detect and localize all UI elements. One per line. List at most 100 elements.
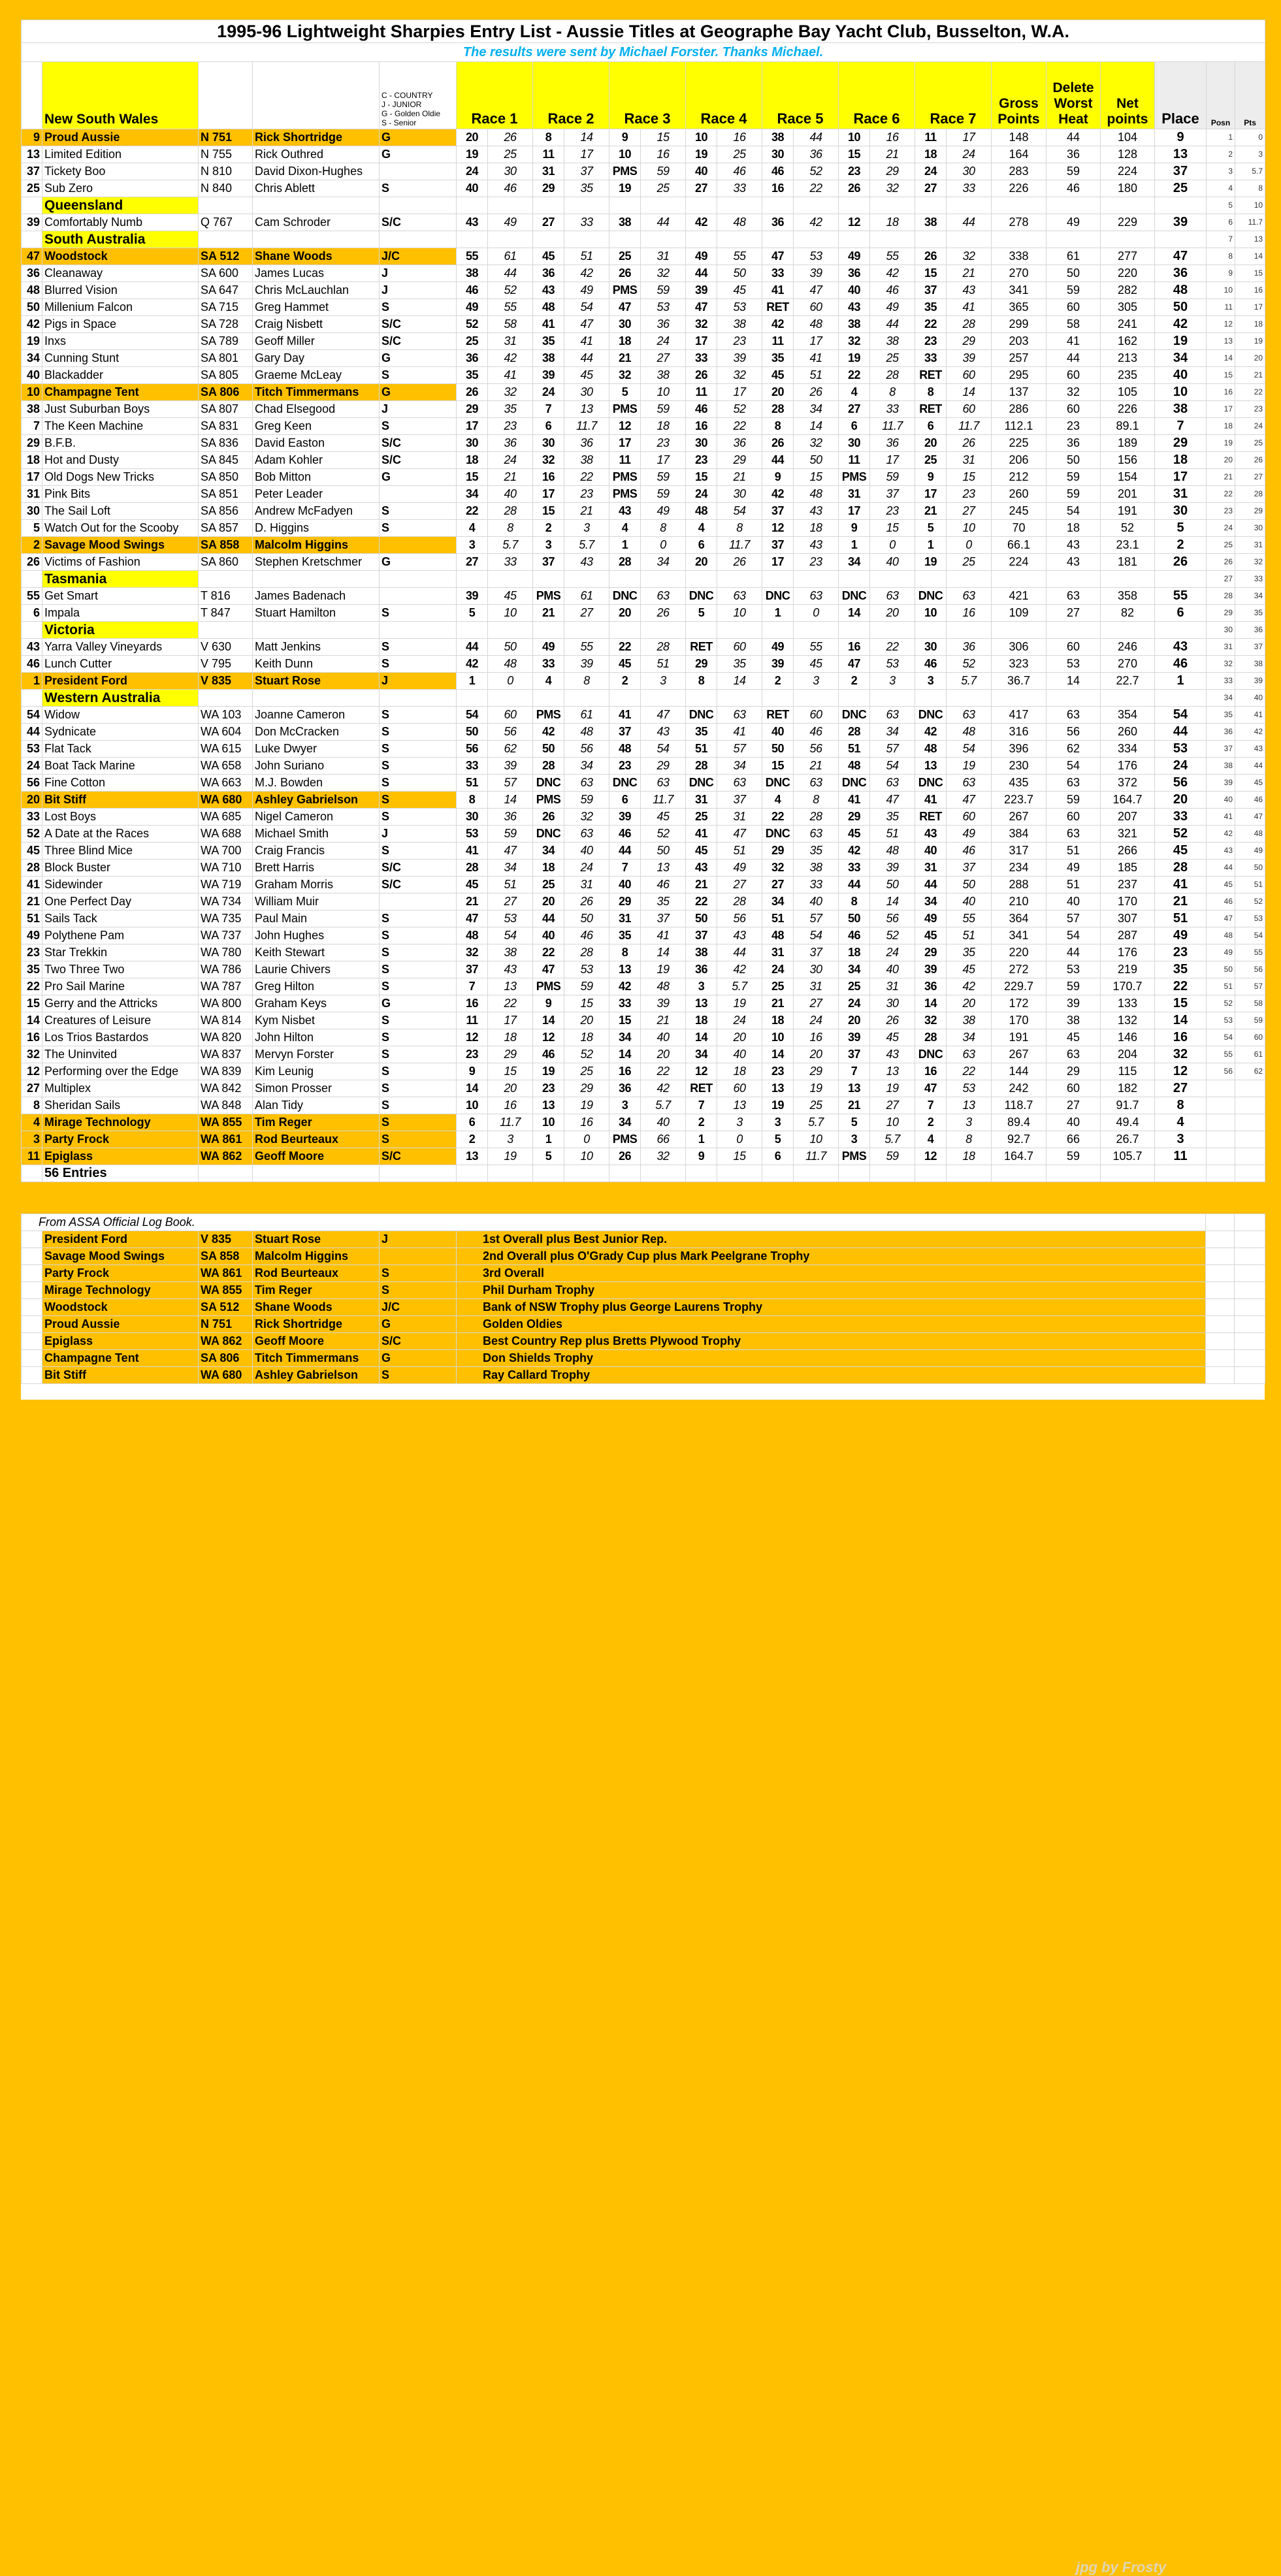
race-7-points-cell: 25 (946, 553, 992, 571)
race-2-place-cell: 25 (532, 876, 564, 894)
race-3-place-cell: 40 (609, 876, 641, 894)
posn-cell: 20 (1206, 451, 1235, 469)
gross-points-cell: 341 (991, 927, 1046, 944)
race-7-points-cell: 41 (946, 298, 992, 316)
race-7-place-cell: 24 (915, 163, 947, 180)
race-2-points-cell: 20 (564, 1012, 609, 1029)
race-3-points-cell: 53 (640, 298, 686, 316)
race-1-place-cell: 37 (456, 961, 488, 978)
race-1-points-cell: 50 (487, 638, 533, 656)
race-6-place-cell: 27 (838, 400, 870, 418)
race-5-place-cell: 14 (762, 1046, 794, 1063)
pts-cell: 57 (1234, 978, 1266, 995)
race-5-place-cell: 9 (762, 468, 794, 486)
award-description-cell: Ray Callard Trophy (455, 1366, 1207, 1384)
delete-worst-cell: 51 (1046, 842, 1101, 860)
race-5-points-cell: 37 (793, 944, 839, 961)
posn-cell: 17 (1206, 400, 1235, 418)
race-3-points-cell: 43 (640, 723, 686, 741)
award-skipper-cell: Tim Reger (252, 1281, 380, 1299)
race-6-points-cell: 34 (869, 723, 915, 741)
sail-number-cell: 41 (21, 876, 42, 894)
race-6-points-cell: 31 (869, 978, 915, 995)
race-6-points-cell: 45 (869, 1029, 915, 1046)
race-4-place-cell: 48 (685, 502, 717, 520)
race-1-points-cell: 44 (487, 265, 533, 282)
race-7-place-cell: DNC (915, 587, 947, 605)
sail-number-cell: 1 (21, 672, 42, 690)
place-cell: 48 (1154, 282, 1207, 299)
gross-points-cell: 421 (991, 587, 1046, 605)
race-6-points-cell: 15 (869, 519, 915, 537)
award-row: Champagne Tent SA 806 Titch Timmermans G Don… (21, 1349, 1266, 1367)
header-line: Net (1116, 96, 1139, 111)
race-1-points-cell: 22 (487, 995, 533, 1012)
gross-points-cell: 234 (991, 859, 1046, 877)
net-points-cell: 277 (1100, 248, 1155, 265)
race-3-place-cell: 37 (609, 723, 641, 741)
blank-cell (1100, 621, 1155, 639)
race-1-points-cell: 15 (487, 1063, 533, 1080)
sail-number-cell: 12 (21, 1063, 42, 1080)
results-sheet: 1995-96 Lightweight Sharpies Entry List … (20, 20, 1266, 1182)
race-6-points-cell: 30 (869, 995, 915, 1012)
race-6-points-cell: 23 (869, 502, 915, 520)
race-4-points-cell: 30 (717, 485, 762, 503)
race-2-points-cell: 17 (564, 146, 609, 163)
net-points-cell: 105.7 (1100, 1148, 1155, 1165)
boat-name-cell: Mirage Technology (42, 1114, 199, 1131)
pts-cell (1234, 1097, 1266, 1114)
table-row: 49 Polythene Pam WA 737 John Hughes S 48 54 40 4… (21, 927, 1266, 944)
race-3-place-cell: PMS (609, 1131, 641, 1148)
gross-points-cell: 220 (991, 944, 1046, 961)
race-4-place-cell: 51 (685, 740, 717, 758)
sail-id-cell: SA 512 (198, 248, 253, 265)
blank-cell (946, 1165, 992, 1182)
pts-cell: 41 (1234, 706, 1266, 724)
skipper-cell: Chris Ablett (252, 180, 380, 197)
race-3-place-cell: 48 (609, 740, 641, 758)
skipper-cell: Geoff Moore (252, 1148, 380, 1165)
blank-cell (762, 1165, 794, 1182)
sail-number-cell: 36 (21, 265, 42, 282)
race-6-place-cell: 6 (838, 417, 870, 435)
pts-cell (1234, 1080, 1266, 1097)
race-2-points-cell: 27 (564, 604, 609, 622)
race-7-place-cell: 47 (915, 1080, 947, 1097)
race-6-header: Race 6 (838, 61, 915, 129)
blank-cell (564, 621, 609, 639)
table-row: 53 Flat Tack WA 615 Luke Dwyer S 56 62 50 56 48 54… (21, 740, 1266, 758)
race-6-place-cell: 26 (838, 180, 870, 197)
sail-number-cell: 49 (21, 927, 42, 944)
sail-number-cell: 50 (21, 298, 42, 316)
race-1-points-cell: 10 (487, 604, 533, 622)
sail-id-cell: Q 767 (198, 214, 253, 231)
table-row: 11 Epiglass WA 862 Geoff Moore S/C 13 19 5 10 26 3… (21, 1148, 1266, 1165)
net-points-cell: 358 (1100, 587, 1155, 605)
race-3-place-cell: DNC (609, 587, 641, 605)
delete-worst-heat-header: Delete Worst Heat (1046, 61, 1101, 129)
race-2-points-cell: 50 (564, 910, 609, 927)
table-row: 3 Party Frock WA 861 Rod Beurteaux S 2 3 1 0 PMS 6… (21, 1131, 1266, 1148)
sail-id-cell: SA 845 (198, 451, 253, 469)
race-5-points-cell: 43 (793, 536, 839, 554)
blank-cell (717, 197, 762, 214)
race-7-points-cell: 63 (946, 1046, 992, 1063)
race-3-points-cell: 59 (640, 163, 686, 180)
place-cell: 26 (1154, 553, 1207, 571)
race-6-points-cell: 47 (869, 791, 915, 809)
gross-points-cell: 92.7 (991, 1131, 1046, 1148)
table-row: 50 Millenium Falcon SA 715 Greg Hammet S 49 55… (21, 298, 1266, 316)
race-7-place-cell: 7 (915, 1097, 947, 1114)
blank-cell (1205, 1231, 1235, 1248)
skipper-cell: John Hughes (252, 927, 380, 944)
race-2-points-cell: 53 (564, 961, 609, 978)
race-5-points-cell: 26 (793, 383, 839, 401)
posn-cell: 31 (1206, 638, 1235, 656)
award-sail-cell: WA 680 (198, 1366, 253, 1384)
gross-points-cell: 206 (991, 451, 1046, 469)
race-7-place-cell: 23 (915, 332, 947, 350)
sail-number-cell: 55 (21, 587, 42, 605)
blank-cell (198, 1165, 253, 1182)
race-1-points-cell: 13 (487, 978, 533, 995)
